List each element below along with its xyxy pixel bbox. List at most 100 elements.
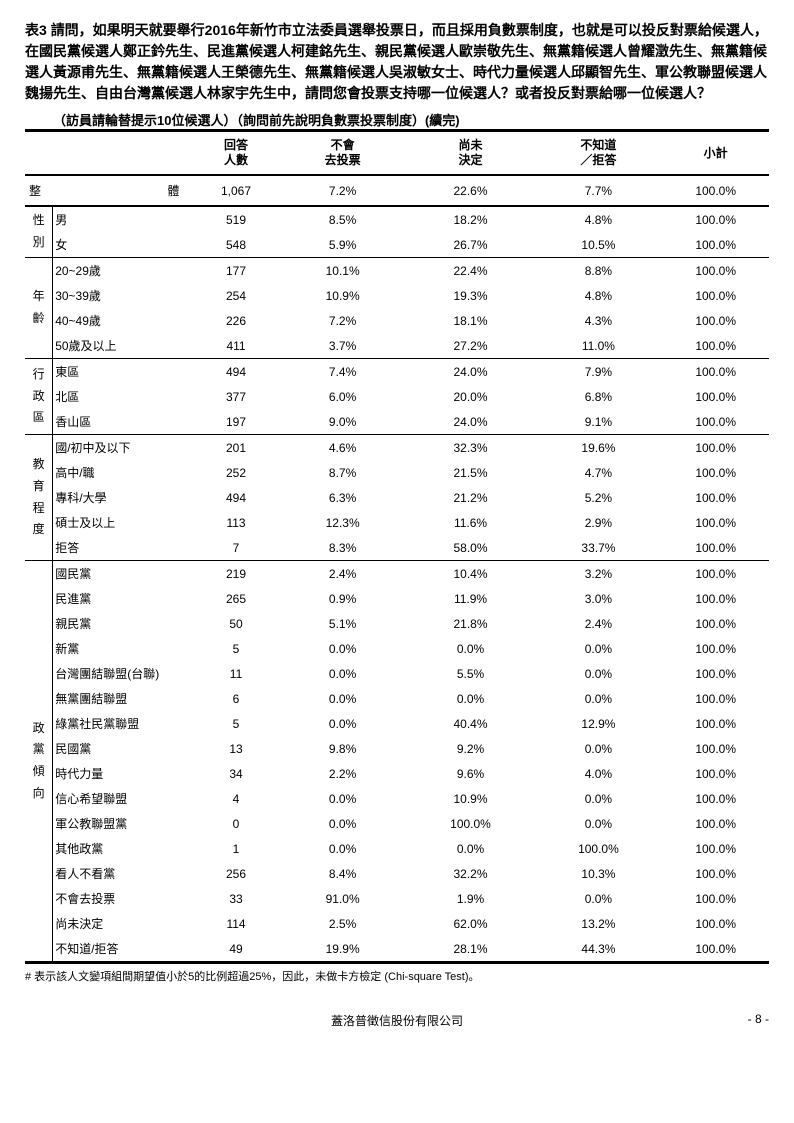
row-label: 台灣團結聯盟(台聯) <box>53 661 194 686</box>
table-cell: 2.9% <box>534 510 662 535</box>
table-cell: 4.0% <box>534 761 662 786</box>
table-cell: 100.0% <box>407 811 535 836</box>
overall-label: 整體 <box>25 175 193 206</box>
table-cell: 34 <box>193 761 278 786</box>
table-cell: 32.2% <box>407 861 535 886</box>
row-label: 20~29歲 <box>53 258 194 284</box>
table-cell: 100.0% <box>662 911 769 936</box>
table-cell: 2.2% <box>279 761 407 786</box>
table-cell: 0.0% <box>279 686 407 711</box>
table-cell: 201 <box>193 435 278 461</box>
table-cell: 26.7% <box>407 232 535 258</box>
overall-row: 整體1,0677.2%22.6%7.7%100.0% <box>25 175 769 206</box>
table-cell: 0.0% <box>407 636 535 661</box>
table-cell: 9.6% <box>407 761 535 786</box>
table-cell: 100.0% <box>662 359 769 385</box>
table-cell: 265 <box>193 586 278 611</box>
row-label: 軍公教聯盟黨 <box>53 811 194 836</box>
table-row: 綠黨社民黨聯盟50.0%40.4%12.9%100.0% <box>25 711 769 736</box>
table-row: 教育程度國/初中及以下2014.6%32.3%19.6%100.0% <box>25 435 769 461</box>
row-label: 30~39歲 <box>53 283 194 308</box>
table-cell: 100.0% <box>662 258 769 284</box>
table-cell: 1,067 <box>193 175 278 206</box>
table-row: 軍公教聯盟黨00.0%100.0%0.0%100.0% <box>25 811 769 836</box>
table-cell: 6.8% <box>534 384 662 409</box>
table-cell: 519 <box>193 206 278 232</box>
table-row: 專科/大學4946.3%21.2%5.2%100.0% <box>25 485 769 510</box>
table-row: 信心希望聯盟40.0%10.9%0.0%100.0% <box>25 786 769 811</box>
row-label: 其他政黨 <box>53 836 194 861</box>
table-cell: 254 <box>193 283 278 308</box>
table-row: 香山區1979.0%24.0%9.1%100.0% <box>25 409 769 435</box>
table-cell: 4.7% <box>534 460 662 485</box>
table-cell: 5 <box>193 711 278 736</box>
table-cell: 12.3% <box>279 510 407 535</box>
table-cell: 100.0% <box>662 333 769 359</box>
table-row: 女5485.9%26.7%10.5%100.0% <box>25 232 769 258</box>
table-cell: 1 <box>193 836 278 861</box>
table-cell: 7.4% <box>279 359 407 385</box>
table-cell: 100.0% <box>662 661 769 686</box>
table-cell: 100.0% <box>662 886 769 911</box>
row-label: 不會去投票 <box>53 886 194 911</box>
row-label: 男 <box>53 206 194 232</box>
row-label: 親民黨 <box>53 611 194 636</box>
table-cell: 2.4% <box>279 561 407 587</box>
table-cell: 24.0% <box>407 359 535 385</box>
table-cell: 21.8% <box>407 611 535 636</box>
table-row: 北區3776.0%20.0%6.8%100.0% <box>25 384 769 409</box>
table-cell: 100.0% <box>662 175 769 206</box>
category-cell: 教育程度 <box>25 435 53 561</box>
table-row: 高中/職2528.7%21.5%4.7%100.0% <box>25 460 769 485</box>
title-label: 表3 <box>25 22 47 38</box>
table-row: 時代力量342.2%9.6%4.0%100.0% <box>25 761 769 786</box>
footnote: # 表示該人文變項組間期望值小於5的比例超過25%，因此，未做卡方檢定 (Chi… <box>25 968 769 984</box>
table-cell: 19.3% <box>407 283 535 308</box>
table-cell: 0.0% <box>279 786 407 811</box>
table-cell: 494 <box>193 485 278 510</box>
row-label: 信心希望聯盟 <box>53 786 194 811</box>
table-cell: 10.9% <box>279 283 407 308</box>
table-row: 尚未決定1142.5%62.0%13.2%100.0% <box>25 911 769 936</box>
table-row: 新黨50.0%0.0%0.0%100.0% <box>25 636 769 661</box>
table-cell: 0.0% <box>534 636 662 661</box>
table-row: 民進黨2650.9%11.9%3.0%100.0% <box>25 586 769 611</box>
table-cell: 100.0% <box>662 736 769 761</box>
table-cell: 252 <box>193 460 278 485</box>
col-dontknow: 不知道 ／拒答 <box>534 131 662 176</box>
table-cell: 20.0% <box>407 384 535 409</box>
table-row: 行政區東區4947.4%24.0%7.9%100.0% <box>25 359 769 385</box>
table-cell: 5.9% <box>279 232 407 258</box>
table-cell: 411 <box>193 333 278 359</box>
table-cell: 9.8% <box>279 736 407 761</box>
row-label: 看人不看黨 <box>53 861 194 886</box>
row-label: 東區 <box>53 359 194 385</box>
table-cell: 10.9% <box>407 786 535 811</box>
table-cell: 100.0% <box>662 836 769 861</box>
table-cell: 0.0% <box>407 836 535 861</box>
row-label: 北區 <box>53 384 194 409</box>
table-cell: 19.6% <box>534 435 662 461</box>
table-cell: 11 <box>193 661 278 686</box>
table-cell: 100.0% <box>662 586 769 611</box>
table-cell: 6.0% <box>279 384 407 409</box>
table-cell: 0.0% <box>534 736 662 761</box>
category-cell: 性別 <box>25 206 53 258</box>
table-cell: 100.0% <box>662 786 769 811</box>
row-label: 女 <box>53 232 194 258</box>
table-cell: 7.7% <box>534 175 662 206</box>
table-cell: 100.0% <box>662 485 769 510</box>
table-cell: 0.0% <box>279 711 407 736</box>
row-label: 專科/大學 <box>53 485 194 510</box>
table-cell: 13 <box>193 736 278 761</box>
table-row: 30~39歲25410.9%19.3%4.8%100.0% <box>25 283 769 308</box>
table-cell: 0.0% <box>534 661 662 686</box>
table-cell: 4.8% <box>534 283 662 308</box>
row-label: 新黨 <box>53 636 194 661</box>
table-cell: 100.0% <box>534 836 662 861</box>
table-cell: 0.0% <box>279 811 407 836</box>
table-cell: 0.0% <box>279 836 407 861</box>
table-cell: 226 <box>193 308 278 333</box>
table-cell: 6 <box>193 686 278 711</box>
title-text: 請問，如果明天就要舉行2016年新竹市立法委員選舉投票日，而且採用負數票制度，也… <box>25 22 768 101</box>
